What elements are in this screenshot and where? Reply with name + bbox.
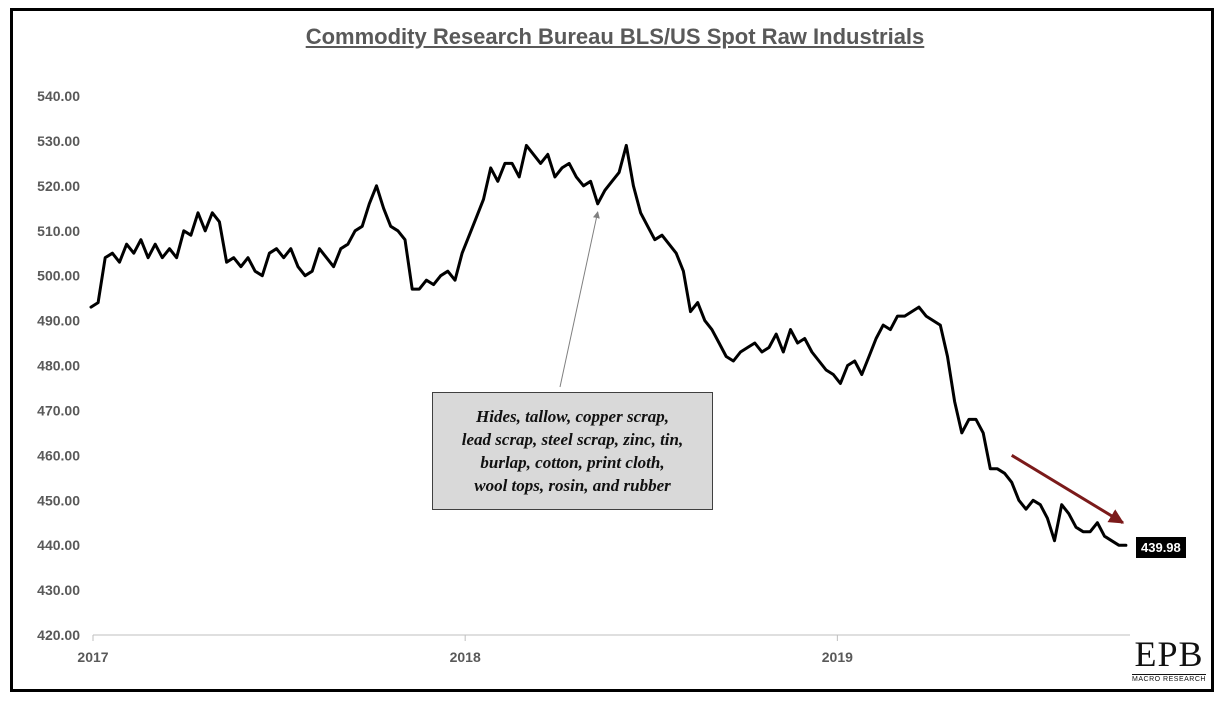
annotation-pointer-arrow [559, 211, 600, 388]
y-axis: 540.00 530.00 520.00 510.00 500.00 490.00 480.… [37, 88, 80, 643]
series-line [89, 143, 1128, 547]
x-tick-label: 2018 [450, 649, 481, 665]
y-tick-label: 440.00 [37, 537, 80, 553]
y-tick-label: 450.00 [37, 492, 80, 508]
logo-wordmark: EPB [1134, 634, 1204, 674]
y-tick-label: 500.00 [37, 268, 80, 284]
y-tick-label: 530.00 [37, 133, 80, 149]
x-tick-label: 2017 [77, 649, 108, 665]
series-group [89, 143, 1128, 547]
note-line: burlap, cotton, print cloth, [480, 453, 665, 472]
y-tick-label: 470.00 [37, 402, 80, 418]
annotations [559, 211, 1125, 524]
chart-frame [10, 8, 1214, 692]
x-tick-label: 2019 [822, 649, 853, 665]
note-line: Hides, tallow, copper scrap, [476, 407, 669, 426]
commodity-components-note: Hides, tallow, copper scrap, lead scrap,… [432, 392, 713, 510]
y-tick-label: 490.00 [37, 313, 80, 329]
y-tick-label: 520.00 [37, 178, 80, 194]
logo-tagline: MACRO RESEARCH [1132, 674, 1206, 683]
y-tick-label: 420.00 [37, 627, 80, 643]
y-tick-label: 480.00 [37, 358, 80, 374]
y-tick-label: 540.00 [37, 88, 80, 104]
note-line: lead scrap, steel scrap, zinc, tin, [461, 430, 684, 449]
last-value-label: 439.98 [1136, 537, 1186, 558]
y-tick-label: 460.00 [37, 447, 80, 463]
epb-logo: EPB MACRO RESEARCH [1132, 636, 1206, 683]
chart-title: Commodity Research Bureau BLS/US Spot Ra… [305, 24, 925, 49]
y-tick-label: 430.00 [37, 582, 80, 598]
y-tick-label: 510.00 [37, 223, 80, 239]
downtrend-arrow [1010, 454, 1125, 524]
x-axis: 2017 2018 2019 [77, 634, 1130, 665]
note-line: wool tops, rosin, and rubber [474, 476, 671, 495]
